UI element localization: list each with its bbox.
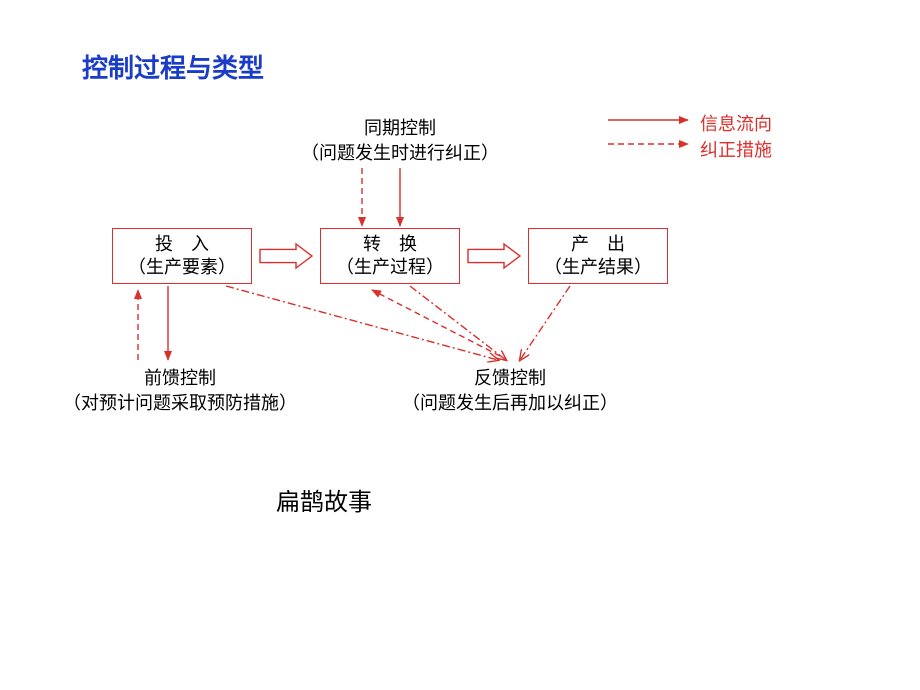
- legend-solid-label: 信息流向: [700, 110, 772, 136]
- concurrent-control-line1: 同期控制: [280, 116, 520, 141]
- process-box-line1: 转 换: [321, 233, 459, 256]
- input-box-line2: （生产要素）: [113, 256, 251, 279]
- feedback-control-label: 反馈控制 （问题发生后再加以纠正）: [380, 366, 640, 416]
- diagram-canvas: 控制过程与类型 同期控制 （问题发生时进行纠正） 信息流向 纠正措施 投 入 （…: [0, 0, 920, 690]
- feedback-line1: 反馈控制: [380, 366, 640, 391]
- output-box: 产 出 （生产结果）: [528, 228, 668, 284]
- feedforward-line1: 前馈控制: [50, 366, 310, 391]
- input-box: 投 入 （生产要素）: [112, 228, 252, 284]
- output-box-line1: 产 出: [529, 233, 667, 256]
- concurrent-control-line2: （问题发生时进行纠正）: [280, 141, 520, 166]
- process-box: 转 换 （生产过程）: [320, 228, 460, 284]
- feedback-line2: （问题发生后再加以纠正）: [380, 391, 640, 416]
- input-box-line1: 投 入: [113, 233, 251, 256]
- story-text: 扁鹊故事: [276, 482, 372, 517]
- feedforward-control-label: 前馈控制 （对预计问题采取预防措施）: [50, 366, 310, 416]
- legend-dashed-label: 纠正措施: [700, 136, 772, 162]
- page-title: 控制过程与类型: [82, 48, 264, 85]
- output-box-line2: （生产结果）: [529, 256, 667, 279]
- feedforward-line2: （对预计问题采取预防措施）: [50, 391, 310, 416]
- process-box-line2: （生产过程）: [321, 256, 459, 279]
- connector-lines: [0, 0, 920, 690]
- concurrent-control-label: 同期控制 （问题发生时进行纠正）: [280, 116, 520, 166]
